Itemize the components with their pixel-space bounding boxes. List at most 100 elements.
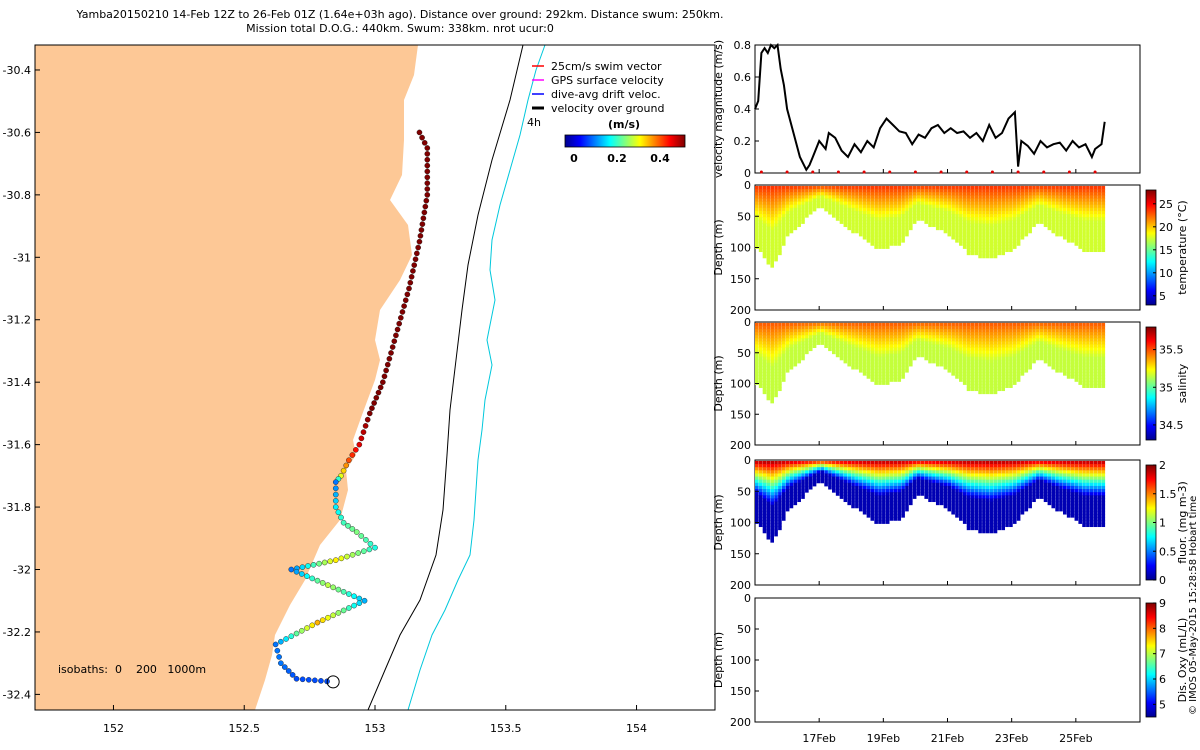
temperature-cell: [1097, 185, 1102, 190]
temperature-cell: [1097, 235, 1102, 240]
temperature-cell: [909, 217, 913, 221]
salinity-cell: [781, 322, 786, 327]
temperature-cell: [997, 217, 1002, 221]
fluor-cell: [770, 535, 774, 540]
salinity-cell: [1097, 347, 1102, 352]
temperature-cell: [970, 248, 975, 253]
temperature-cell: [978, 214, 982, 218]
temperature-cell: [1101, 189, 1106, 193]
fluor-cell: [874, 492, 878, 496]
salinity-cell: [843, 350, 848, 355]
salinity-cell: [781, 365, 786, 370]
salinity-cell: [1066, 359, 1071, 364]
fluor-cell: [1009, 485, 1013, 490]
fluor-cell: [1036, 467, 1040, 471]
temperature-cell: [820, 204, 825, 209]
temperature-cell: [924, 217, 928, 221]
fluor-cell: [862, 501, 867, 506]
temperature-cell: [1028, 201, 1032, 206]
temperature-cell: [1059, 192, 1063, 196]
salinity-colorbar-label: salinity: [1176, 363, 1189, 403]
temperature-cell: [962, 217, 967, 221]
salinity-cell: [770, 325, 774, 330]
track-point: [373, 394, 380, 401]
temperature-cell: [997, 220, 1002, 224]
fluor-cell: [805, 476, 809, 481]
fluor-cell: [986, 529, 990, 534]
fluor-cell: [1070, 504, 1075, 509]
fluor-cell: [824, 479, 828, 484]
fluor-cell: [789, 473, 794, 478]
fluor-cell: [1039, 476, 1044, 481]
fluor-cell: [797, 489, 801, 493]
fluor-cell: [755, 485, 759, 490]
salinity-cell: [905, 325, 909, 330]
fluor-cell: [943, 495, 948, 499]
salinity-cell: [1059, 369, 1063, 373]
salinity-cell: [989, 372, 994, 376]
fluor-cell: [1028, 460, 1032, 465]
fluor-cell: [978, 507, 982, 512]
temperature-cell: [1070, 223, 1075, 228]
fluor-cell: [855, 464, 859, 468]
temperature-cell: [889, 210, 894, 215]
temperature-cell: [774, 189, 778, 193]
fluor-cell: [1001, 470, 1005, 474]
salinity-cell: [1051, 325, 1056, 330]
fluor-cell: [847, 482, 851, 487]
salinity-cell: [793, 322, 798, 327]
salinity-cell: [874, 356, 878, 361]
temperature-cell: [966, 248, 971, 253]
fluor-cell: [1032, 498, 1036, 503]
salinity-cell: [943, 341, 948, 345]
temperature-cell: [1093, 242, 1098, 246]
salinity-cell: [1016, 341, 1021, 345]
fluor-cell: [862, 464, 867, 468]
temperature-cell: [785, 214, 790, 218]
fluor-cell: [1028, 470, 1032, 474]
temperature-cell: [920, 207, 925, 212]
fluor-cell: [982, 470, 986, 474]
temperature-cell: [993, 254, 998, 259]
temperature-cell: [766, 201, 771, 206]
temperature-cell: [1078, 239, 1082, 243]
salinity-cell: [966, 344, 971, 348]
salinity-cell: [943, 347, 948, 352]
salinity-cell: [974, 335, 979, 339]
fluor-cell: [793, 485, 798, 490]
temperature-cell: [885, 220, 890, 224]
salinity-cell: [870, 353, 875, 358]
fluor-cell: [901, 507, 905, 512]
track-point: [278, 638, 284, 645]
temperature-cell: [882, 198, 886, 203]
fluor-cell: [1016, 489, 1021, 493]
salinity-cell: [889, 372, 894, 376]
salinity-cell: [1051, 332, 1056, 336]
temperature-cell: [774, 248, 778, 253]
temperature-cell: [1093, 239, 1098, 243]
temperature-cell: [1001, 251, 1005, 256]
temperature-cell: [847, 207, 851, 212]
fluor-cell: [924, 460, 928, 465]
temperature-cell: [893, 204, 898, 209]
temperature-cell: [835, 217, 840, 221]
salinity-cell: [1009, 335, 1013, 339]
temperature-cell: [935, 214, 940, 218]
salinity-cell: [1009, 350, 1013, 355]
salinity-cell: [897, 338, 902, 342]
temperature-cell: [1078, 214, 1082, 218]
salinity-cell: [805, 322, 809, 327]
salinity-cell: [1001, 378, 1005, 382]
temperature-cell: [928, 201, 932, 206]
salinity-cell: [893, 325, 898, 330]
temperature-cell: [801, 192, 805, 196]
fluor-cell: [986, 520, 990, 524]
salinity-cell: [989, 387, 994, 392]
salinity-cell: [951, 329, 955, 333]
temperature-cell: [882, 242, 886, 246]
fluor-cell: [1047, 489, 1052, 493]
temperature-cell: [997, 214, 1002, 218]
temperature-cell: [1028, 214, 1032, 218]
fluor-cell: [797, 479, 801, 484]
salinity-cell: [966, 338, 971, 342]
